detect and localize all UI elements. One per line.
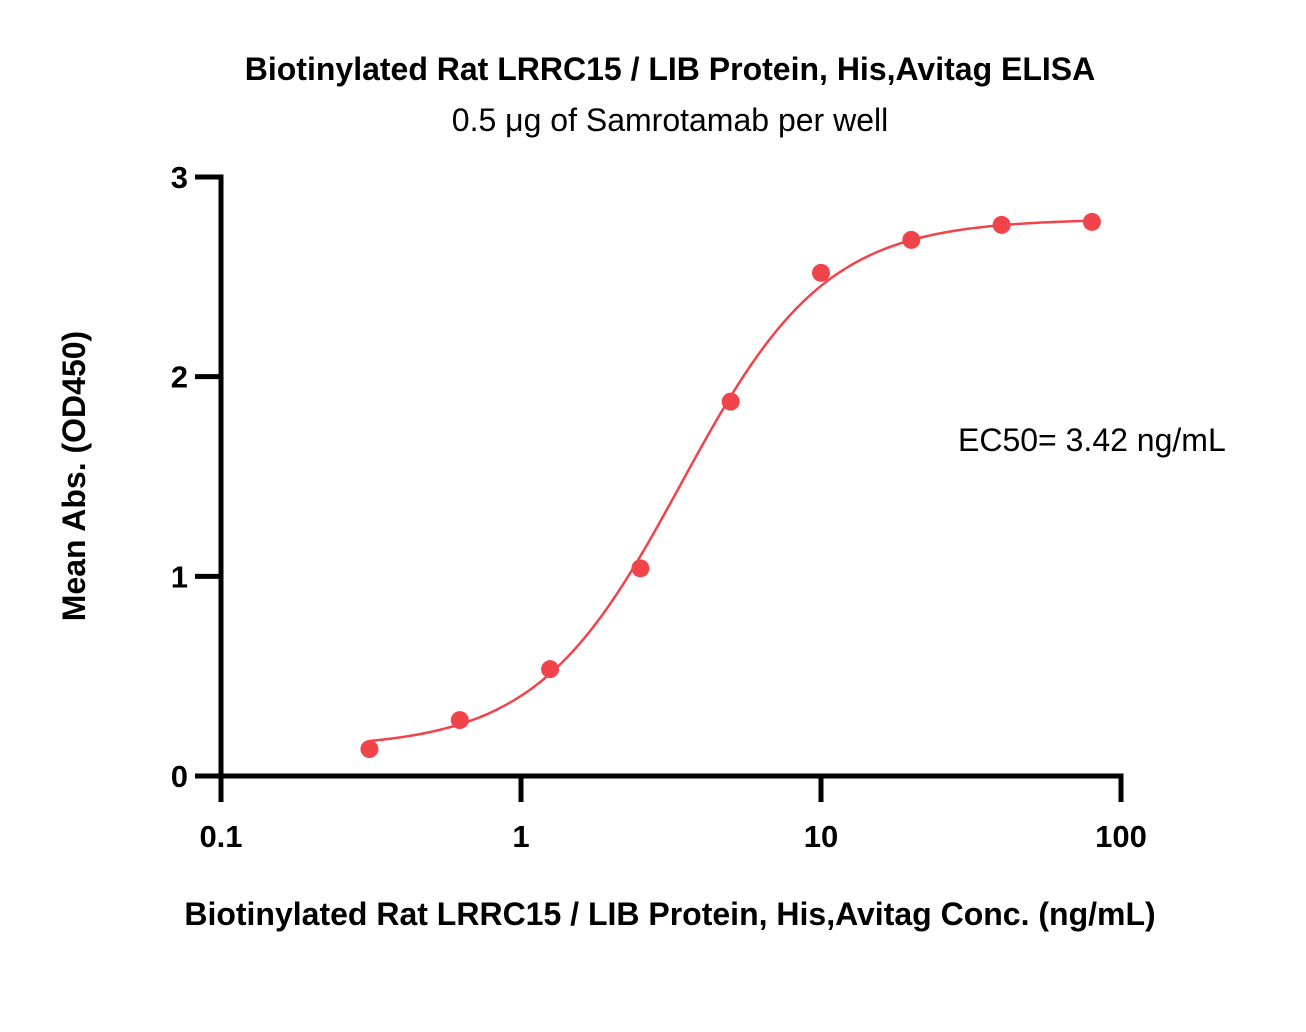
x-tick-label: 1 — [512, 819, 529, 854]
chart-title: Biotinylated Rat LRRC15 / LIB Protein, H… — [245, 51, 1095, 87]
data-point — [992, 215, 1011, 234]
data-point — [902, 230, 921, 249]
fit-curve — [369, 219, 1092, 743]
y-tick-label: 0 — [171, 759, 188, 794]
y-tick-label: 2 — [171, 360, 188, 395]
x-tick-label: 10 — [804, 819, 838, 854]
y-tick-label: 1 — [171, 559, 188, 594]
x-tick-label: 100 — [1095, 819, 1147, 854]
x-tick-label: 0.1 — [199, 819, 242, 854]
data-point — [812, 263, 830, 282]
axes: 0 1 2 3 0.1 1 10 100 — [171, 160, 1147, 854]
data-point — [1082, 212, 1101, 231]
points-layer — [360, 212, 1101, 759]
ec50-annotation: EC50= 3.42 ng/mL — [958, 422, 1226, 458]
y-tick-label: 3 — [171, 160, 188, 195]
data-point — [631, 559, 650, 578]
x-axis-label: Biotinylated Rat LRRC15 / LIB Protein, H… — [184, 896, 1155, 932]
data-point — [541, 660, 560, 679]
chart-subtitle: 0.5 μg of Samrotamab per well — [452, 102, 888, 138]
fit-layer — [369, 219, 1092, 743]
data-point — [450, 711, 469, 730]
data-point — [721, 392, 740, 411]
y-axis-label: Mean Abs. (OD450) — [56, 331, 92, 621]
data-point — [360, 740, 379, 759]
